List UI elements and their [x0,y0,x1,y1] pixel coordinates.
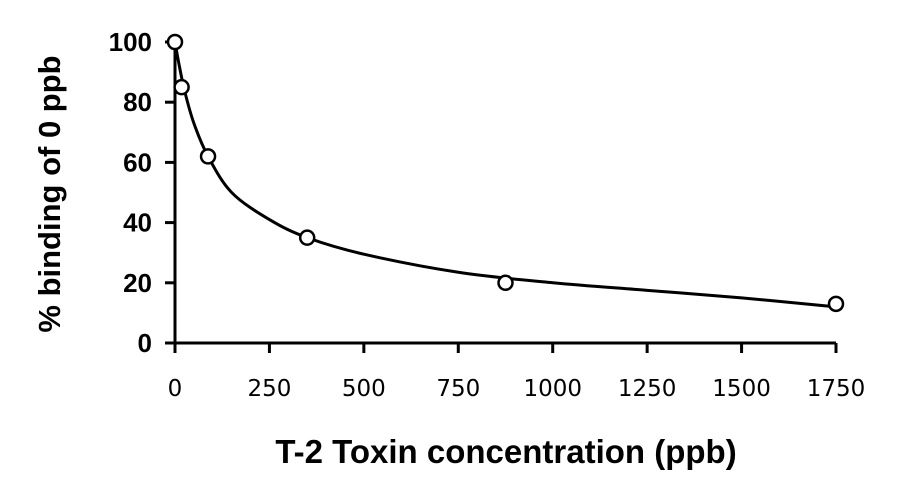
data-point [173,78,190,96]
data-point [199,148,217,165]
y-tick-label: 60 [123,147,152,177]
x-tick-labels: 0 250 500 750 1000 1250 1500 1750 [168,376,866,402]
y-tick-label: 80 [123,87,152,117]
data-point [166,33,184,51]
x-tick-label: 1500 [712,376,771,402]
data-points [166,33,845,313]
axes [165,40,838,353]
x-tick-label: 250 [247,376,291,402]
y-tick-label: 20 [123,268,152,298]
y-tick-label: 0 [138,328,152,358]
x-tick-label: 1750 [807,376,866,402]
data-point [298,229,316,246]
x-tick-label: 1250 [618,376,677,402]
y-tick-label: 40 [123,208,152,238]
fit-curve [173,41,837,309]
fit-curve-group [173,41,837,309]
x-axis-label: T-2 Toxin concentration (ppb) [275,433,736,470]
x-tick-label: 0 [168,376,183,402]
y-axis-label: % binding of 0 ppb [32,55,67,332]
y-tick-label: 100 [109,27,152,57]
x-tick-label: 500 [342,376,386,402]
data-point [827,295,845,313]
data-point [497,274,514,292]
x-tick-label: 1000 [523,376,582,402]
x-tick-label: 750 [436,376,480,402]
y-tick-labels: 0 20 40 60 80 100 [109,27,152,358]
